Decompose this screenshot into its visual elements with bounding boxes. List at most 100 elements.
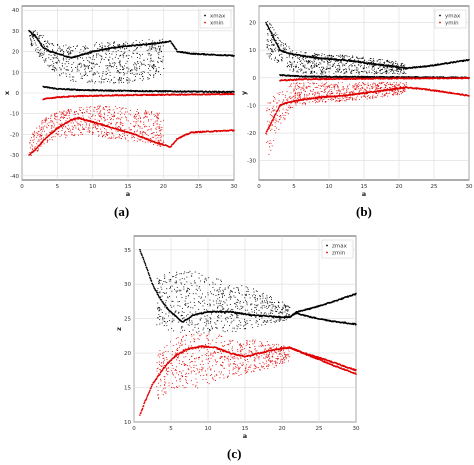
point-ymax [266,47,268,49]
point-xmin [63,113,64,115]
point-ymin [367,82,369,84]
point-xmax [133,52,135,54]
point-ymax [338,69,340,70]
point-xmax [123,43,124,44]
point-ymax [360,71,362,72]
point-xmin [115,124,117,126]
branch-point-ymax [265,21,267,24]
point-ymax [291,66,292,68]
branch-point-xmin [233,129,235,132]
point-xmax [48,54,50,56]
point-xmin [62,111,64,113]
point-xmax [157,56,159,58]
point-xmax [100,82,102,84]
point-xmax [120,51,122,53]
point-ymax [307,63,309,65]
point-ymin [372,82,374,84]
point-xmax [32,35,34,37]
point-xmin [140,117,141,119]
point-ymax [329,62,331,63]
point-ymax [402,65,404,66]
point-xmax [161,38,163,40]
point-ymax [338,60,340,62]
point-ymin [397,85,399,87]
point-xmax [78,64,80,66]
point-ymin [338,90,340,92]
point-xmax [40,44,41,46]
point-xmax [29,35,31,37]
point-ymin [331,91,333,93]
point-xmin [148,113,150,115]
point-xmax [85,52,87,54]
point-xmax [51,64,53,66]
point-xmax [67,53,69,55]
point-xmax [153,75,155,77]
point-xmax [48,43,50,45]
point-ymin [286,103,288,105]
point-xmin [97,135,99,137]
x-tick-label: 15 [125,184,132,190]
point-ymin [279,110,280,112]
point-ymax [366,67,368,69]
point-ymin [399,82,401,84]
point-ymin [294,89,295,91]
branch-point-ymax [278,46,280,49]
point-ymax [390,66,391,68]
point-ymax [267,44,269,46]
point-xmin [79,129,81,131]
branch-point-xmin [233,93,235,96]
point-xmin [69,118,71,120]
point-xmin [90,119,92,121]
point-xmin [48,117,49,119]
point-ymax [313,61,315,63]
point-ymin [297,86,299,87]
point-ymax [316,55,318,56]
point-xmax [131,69,133,71]
point-xmin [120,108,122,110]
point-ymax [279,40,281,42]
point-ymax [321,66,322,68]
point-xmax [113,41,115,43]
point-xmin [156,112,158,114]
point-ymax [386,60,388,62]
point-xmax [156,48,158,50]
point-xmax [105,77,107,79]
point-xmax [76,67,78,69]
point-xmax [104,45,106,47]
point-xmin [70,110,72,112]
point-xmin [118,136,120,138]
point-xmax [53,62,55,64]
point-ymax [303,66,305,68]
point-xmax [62,49,64,51]
point-ymax [313,55,315,57]
point-xmin [124,134,126,136]
point-xmin [150,128,152,130]
point-xmin [61,112,63,114]
point-ymax [297,71,299,73]
point-xmin [101,118,103,120]
point-ymax [393,62,395,64]
point-ymax [278,45,280,47]
point-xmax [160,45,162,47]
point-xmin [117,118,119,120]
point-ymin [315,99,317,101]
point-ymax [287,65,288,67]
point-xmax [101,55,103,57]
point-xmax [34,49,36,51]
point-ymax [363,64,365,66]
point-xmax [139,77,141,79]
point-xmax [67,61,69,62]
point-ymax [352,55,353,57]
point-xmin [142,131,143,133]
point-ymin [395,84,397,86]
point-xmin [70,109,72,110]
x-tick-label: 30 [231,184,238,190]
point-xmax [63,67,65,69]
point-ymin [375,96,377,98]
point-xmin [41,130,43,132]
point-xmin [48,122,50,124]
point-ymax [378,67,380,69]
point-xmin [112,132,114,134]
point-ymax [305,57,307,59]
